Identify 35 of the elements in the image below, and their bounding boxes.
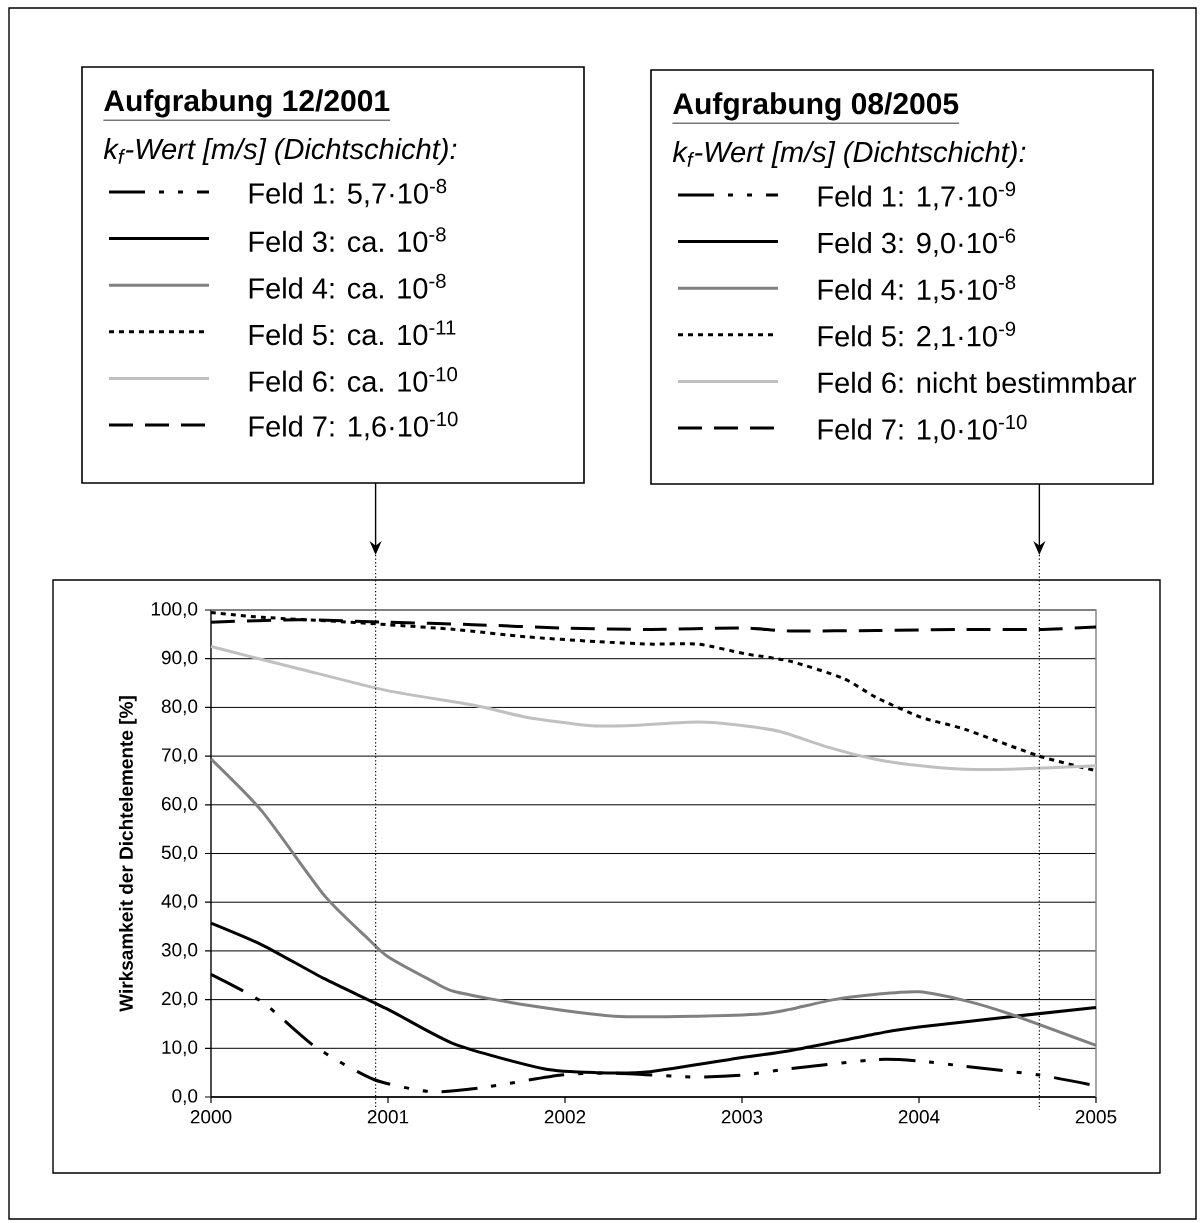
legend-title: k$_{f}$-Wert [m/s] (Dichtschicht): [103,138,457,166]
text: k$_{f}$-Wert [m/s] (Dichtschicht): [672,141,1026,169]
y-tick-label: 40,0 [161,894,198,911]
x-tick-label: 2004 [898,1110,940,1124]
y-tick-label: 60,0 [161,796,198,813]
text: Feld 7: 1,0·10$^{-10}$ [818,414,1027,444]
y-tick-label: 0,0 [172,1089,198,1105]
legend-label: Feld 3: ca. 10$^{-8}$ [249,227,446,253]
text: Feld 3: 9,0·10$^{-6}$ [818,228,1016,257]
y-tick-label: 90,0 [161,650,198,667]
y-tick-label: 30,0 [161,943,198,959]
legend-label: Feld 6: ca. 10$^{-10}$ [249,366,458,392]
legend-label: Feld 7: 1,6·10$^{-10}$ [249,411,458,441]
y-tick-label: 50,0 [161,845,198,862]
text: Feld 6: nicht bestimmbar [818,371,1137,394]
text: Feld 4: 1,5·10$^{-8}$ [818,275,1016,304]
text: Feld 1: 1,7·10$^{-9}$ [818,181,1016,211]
x-tick-label: 2001 [367,1110,409,1124]
y-tick-label: 10,0 [162,1040,198,1057]
y-tick-label: 70,0 [161,748,198,764]
x-tick-label: 2003 [721,1110,763,1124]
x-tick-label: 2005 [1075,1110,1117,1124]
line-series [209,645,1098,772]
legend-label: Feld 5: ca. 10$^{-11}$ [249,320,456,346]
y-tick-label: 80,0 [161,699,198,716]
y-tick-label: 100,0 [151,602,198,618]
text: Aufgrabung 12/2001 [104,89,390,118]
legend-label: Feld 4: ca. 10$^{-8}$ [249,273,446,299]
x-tick-label: 2002 [544,1110,586,1124]
text: Feld 5: 2,1·10$^{-9}$ [818,321,1016,350]
text: Aufgrabung 08/2005 [673,92,959,121]
x-tick-label: 2000 [190,1110,232,1124]
y-axis-title: Wirksamkeit der Dichtelemente [%] [118,696,137,1012]
y-tick-label: 20,0 [161,991,198,1008]
legend-label: Feld 1: 5,7·10$^{-8}$ [249,178,447,208]
